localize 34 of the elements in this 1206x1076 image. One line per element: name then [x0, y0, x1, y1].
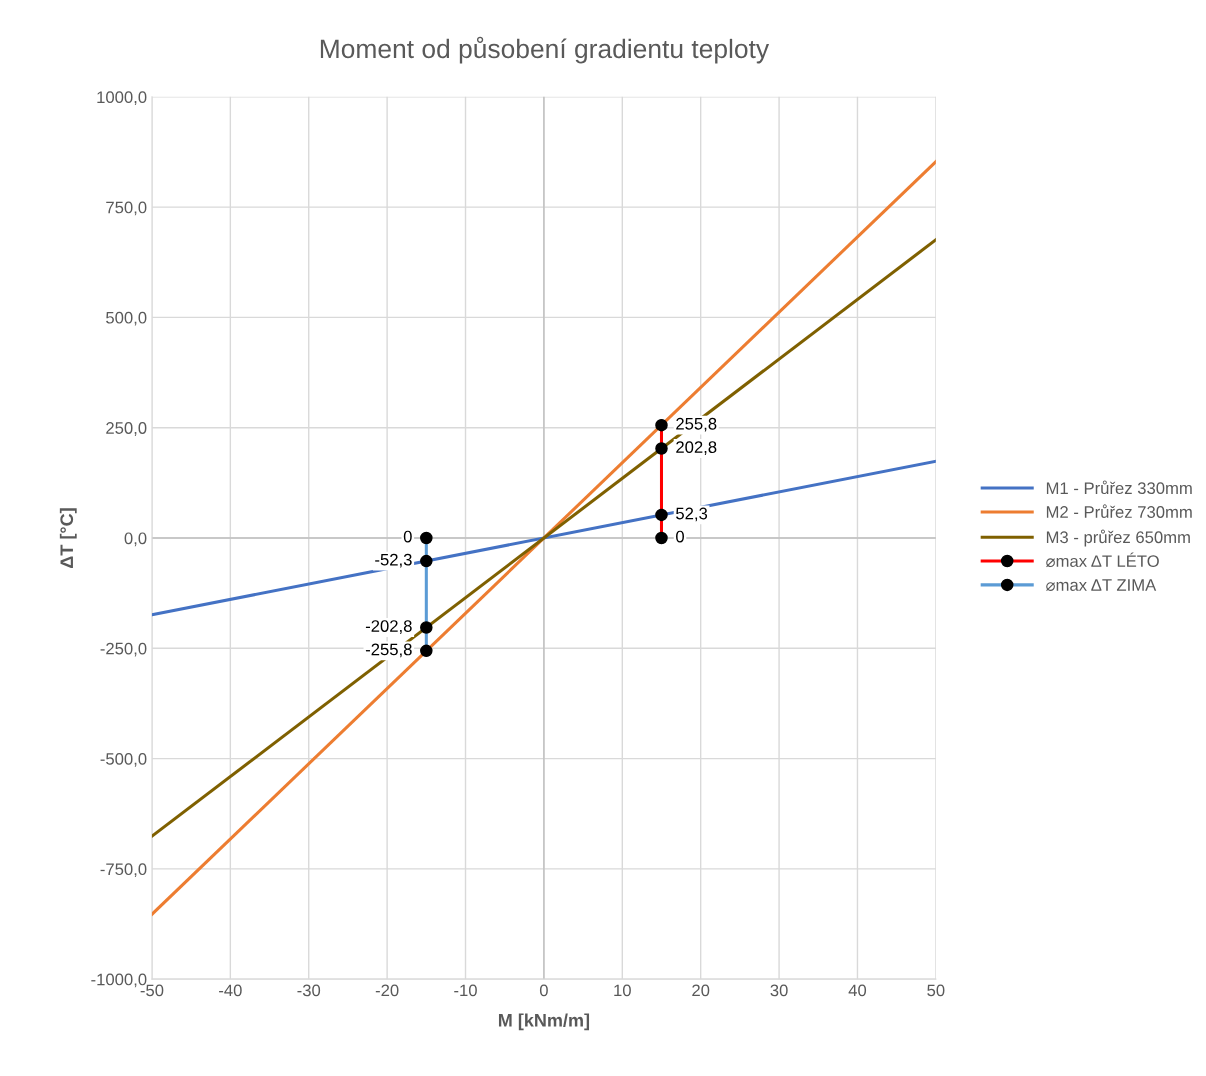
y-tick-label: 1000,0: [97, 91, 147, 106]
x-tick-label: -20: [375, 984, 399, 997]
y-tick-label: 750,0: [106, 201, 147, 216]
y-tick-label: -250,0: [100, 642, 147, 657]
x-tick-label: -10: [454, 984, 477, 997]
data-label: 202,8: [676, 441, 717, 455]
x-tick-label: -40: [219, 984, 242, 997]
data-label: -202,8: [365, 620, 412, 634]
legend-label: M3 - průřez 650mm: [1046, 529, 1190, 547]
chart-title: Moment od působení gradientu teploty: [320, 36, 770, 64]
y-tick-label: -750,0: [100, 863, 147, 878]
y-tick-label: 250,0: [106, 422, 147, 436]
y-tick-label: 500,0: [106, 311, 147, 326]
data-label: 255,8: [676, 417, 717, 432]
legend-label: M1 - Průřez 330mm: [1046, 480, 1192, 495]
x-tick-label: 30: [770, 984, 788, 997]
x-tick-label: -30: [297, 984, 321, 997]
x-tick-label: 20: [692, 984, 710, 997]
y-tick-label: -500,0: [100, 752, 147, 767]
x-tick-label: 0: [539, 984, 548, 997]
data-label: 52,3: [676, 507, 708, 522]
data-label: -255,8: [365, 643, 412, 658]
x-axis-title: M [kNm/m]: [498, 1013, 590, 1031]
legend-label: M2 - Průřez 730mm: [1046, 504, 1192, 518]
x-tick-label: 50: [927, 984, 945, 997]
data-label: -52,3: [375, 553, 412, 568]
y-axis-title: ΔT [°C]: [59, 508, 77, 568]
legend-label: ⌀max ΔT ZIMA: [1046, 579, 1157, 592]
y-tick-label: 0,0: [124, 532, 147, 547]
x-tick-label: 40: [848, 984, 867, 997]
x-tick-label: 10: [614, 984, 631, 997]
legend-label: ⌀max ΔT LÉTO: [1046, 552, 1159, 568]
data-label: 0: [676, 530, 684, 543]
data-label: 0: [403, 530, 412, 543]
